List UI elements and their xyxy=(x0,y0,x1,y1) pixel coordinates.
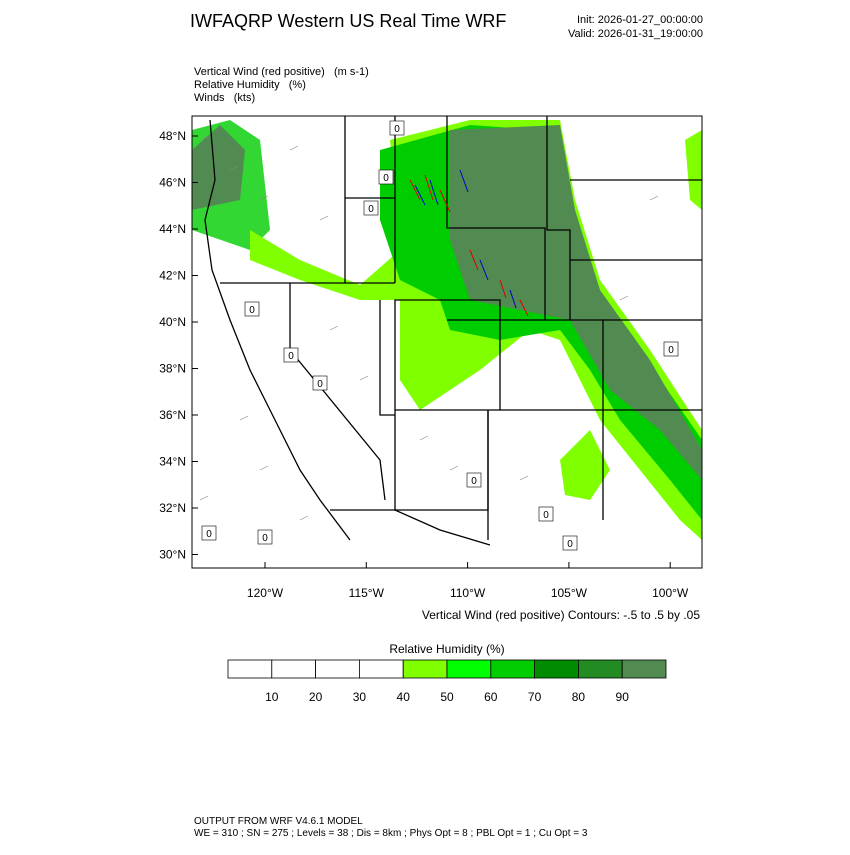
contour-label: 0 xyxy=(249,305,255,316)
colorbar-label: 50 xyxy=(440,690,454,704)
contour-label: 0 xyxy=(668,345,674,356)
lat-label: 38°N xyxy=(159,362,186,376)
colorbar-label: 20 xyxy=(309,690,323,704)
contour-label-box xyxy=(378,169,394,185)
contour-label: 0 xyxy=(206,529,212,540)
lat-label: 42°N xyxy=(159,269,186,283)
field-label: Winds (kts) xyxy=(194,92,255,104)
contour-label-box xyxy=(283,347,299,363)
contour-note: Vertical Wind (red positive) Contours: -… xyxy=(422,608,700,622)
lon-label: 110°W xyxy=(450,586,486,600)
lat-label: 32°N xyxy=(159,501,186,515)
contour-label: 0 xyxy=(394,124,400,135)
valid-time: Valid: 2026-01-31_19:00:00 xyxy=(568,28,703,40)
init-time: Init: 2026-01-27_00:00:00 xyxy=(577,14,703,26)
lat-label: 30°N xyxy=(159,548,186,562)
contour-label: 0 xyxy=(543,510,549,521)
contour-label-box xyxy=(201,525,217,541)
contour-label-box xyxy=(466,472,482,488)
field-label: Relative Humidity (%) xyxy=(194,79,306,91)
contour-label: 0 xyxy=(383,173,389,184)
colorbar-box xyxy=(227,659,273,679)
lat-label: 34°N xyxy=(159,455,186,469)
colorbar-label: 10 xyxy=(265,690,279,704)
colorbar-box xyxy=(534,659,579,679)
lon-label: 105°W xyxy=(551,586,588,600)
footer-line: WE = 310 ; SN = 275 ; Levels = 38 ; Dis … xyxy=(194,828,588,839)
lat-label: 36°N xyxy=(159,408,186,422)
contour-label-box xyxy=(244,301,260,317)
lat-label: 46°N xyxy=(159,176,186,190)
lat-label: 48°N xyxy=(159,129,186,143)
colorbar-box xyxy=(271,659,316,679)
contour-label-box xyxy=(562,535,578,551)
contour-label: 0 xyxy=(567,539,573,550)
colorbar-box xyxy=(578,659,623,679)
colorbar-label: 80 xyxy=(572,690,586,704)
contour-label-box xyxy=(538,506,554,522)
contour-label-box xyxy=(312,375,328,391)
contour-label-box xyxy=(663,341,679,357)
title: IWFAQRP Western US Real Time WRF xyxy=(190,11,506,31)
lon-label: 120°W xyxy=(247,586,284,600)
lon-label: 115°W xyxy=(349,586,385,600)
contour-label-box xyxy=(389,120,405,136)
colorbar-label: 90 xyxy=(616,690,630,704)
lat-label: 44°N xyxy=(159,222,186,236)
contour-label-box xyxy=(257,529,273,545)
colorbar-box xyxy=(446,659,492,679)
colorbar-box xyxy=(621,659,667,679)
colorbar-label: 60 xyxy=(484,690,498,704)
field-label: Vertical Wind (red positive) (m s-1) xyxy=(194,66,369,78)
lat-label: 40°N xyxy=(159,315,186,329)
colorbar: 10 20 30 40 50 60 70 80 90 xyxy=(227,659,667,704)
colorbar-box xyxy=(490,659,535,679)
colorbar-box xyxy=(358,659,404,679)
contour-labels: 0 0 0 0 0 0 0 0 0 0 0 0 xyxy=(201,120,679,551)
contour-label: 0 xyxy=(368,204,374,215)
contour-label: 0 xyxy=(317,379,323,390)
contour-label: 0 xyxy=(288,351,294,362)
axis-ticks: 48°N 46°N 44°N 42°N 40°N 38°N 36°N 34°N 32°N 30°N… xyxy=(159,129,689,600)
colorbar-title: Relative Humidity (%) xyxy=(389,642,504,656)
colorbar-label: 30 xyxy=(353,690,367,704)
contour-label: 0 xyxy=(471,476,477,487)
colorbar-label: 40 xyxy=(397,690,411,704)
colorbar-box xyxy=(402,659,448,679)
footer-line: OUTPUT FROM WRF V4.6.1 MODEL xyxy=(194,816,363,827)
contour-label-box xyxy=(363,200,379,216)
colorbar-box xyxy=(315,659,360,679)
colorbar-label: 70 xyxy=(528,690,542,704)
contour-label: 0 xyxy=(262,533,268,544)
map: 0 0 0 0 0 0 0 0 0 0 0 0 48°N 46°N 44°N 42°N 40°N 38°N 36°… xyxy=(159,115,703,600)
lon-label: 100°W xyxy=(652,586,689,600)
